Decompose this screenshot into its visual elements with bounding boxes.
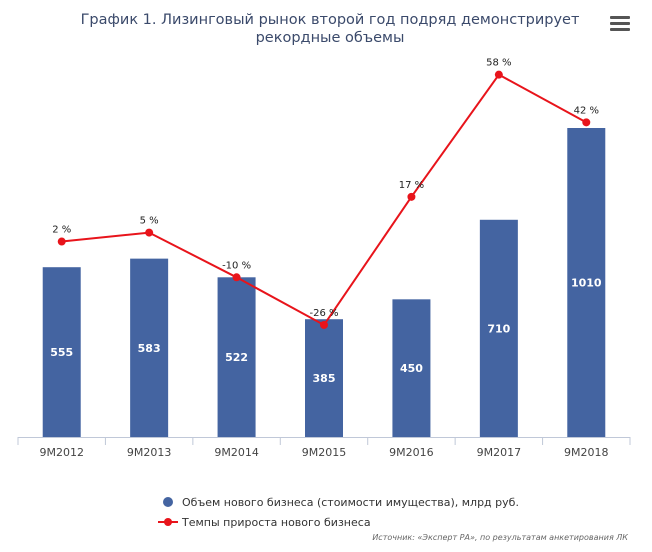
bar-9M2012[interactable]	[42, 267, 81, 437]
hamburger-menu-icon[interactable]	[610, 16, 630, 34]
x-tick-label: 9M2018	[564, 446, 608, 459]
growth-point-9M2018[interactable]	[582, 118, 591, 127]
bar-value-label: 1010	[571, 277, 602, 290]
legend-bar-symbol	[163, 497, 173, 507]
legend-item-growth[interactable]: Темпы прироста нового бизнеса	[158, 512, 519, 532]
growth-value-label: 17 %	[399, 180, 424, 191]
bar-value-label: 583	[138, 342, 161, 355]
bar-9M2013[interactable]	[130, 258, 169, 437]
bar-value-label: 522	[225, 351, 248, 364]
growth-point-9M2012[interactable]	[57, 237, 66, 246]
growth-value-label: 2 %	[52, 225, 71, 236]
bar-9M2018[interactable]	[567, 128, 606, 437]
bar-value-label: 385	[313, 372, 336, 385]
bar-value-label: 710	[487, 322, 510, 335]
growth-point-9M2015[interactable]	[320, 320, 328, 329]
legend-item-volume[interactable]: Объем нового бизнеса (стоимости имуществ…	[158, 492, 519, 512]
bar-9M2016[interactable]	[392, 299, 431, 437]
growth-point-9M2017[interactable]	[494, 70, 503, 79]
growth-point-9M2013[interactable]	[145, 228, 154, 237]
growth-point-9M2016[interactable]	[407, 192, 416, 201]
legend-label-growth: Темпы прироста нового бизнеса	[182, 515, 371, 529]
growth-point-9M2014[interactable]	[232, 273, 241, 282]
x-tick-label: 9M2016	[389, 446, 433, 459]
x-tick-label: 9M2017	[477, 446, 521, 459]
bar-value-label: 450	[400, 362, 423, 375]
x-tick-label: 9M2014	[214, 446, 258, 459]
growth-value-label: -10 %	[222, 260, 251, 271]
chart-title: График 1. Лизинговый рынок второй год по…	[80, 12, 580, 46]
growth-value-label: 58 %	[486, 58, 511, 69]
source-note: Источник: «Эксперт РА», по результатам а…	[372, 533, 628, 542]
chart-legend: Объем нового бизнеса (стоимости имуществ…	[158, 492, 519, 532]
legend-label-volume: Объем нового бизнеса (стоимости имуществ…	[182, 495, 519, 509]
growth-value-label: 5 %	[140, 216, 159, 227]
growth-value-label: -26 %	[309, 308, 338, 319]
bar-9M2014[interactable]	[217, 277, 256, 437]
x-tick-label: 9M2013	[127, 446, 171, 459]
bar-9M2015[interactable]	[305, 319, 343, 437]
bar-value-label: 555	[50, 346, 73, 359]
x-tick-label: 9M2015	[302, 446, 346, 459]
legend-marker-symbol	[164, 518, 172, 526]
growth-value-label: 42 %	[574, 105, 599, 116]
x-tick-label: 9M2012	[39, 446, 83, 459]
bar-9M2017[interactable]	[479, 219, 518, 437]
